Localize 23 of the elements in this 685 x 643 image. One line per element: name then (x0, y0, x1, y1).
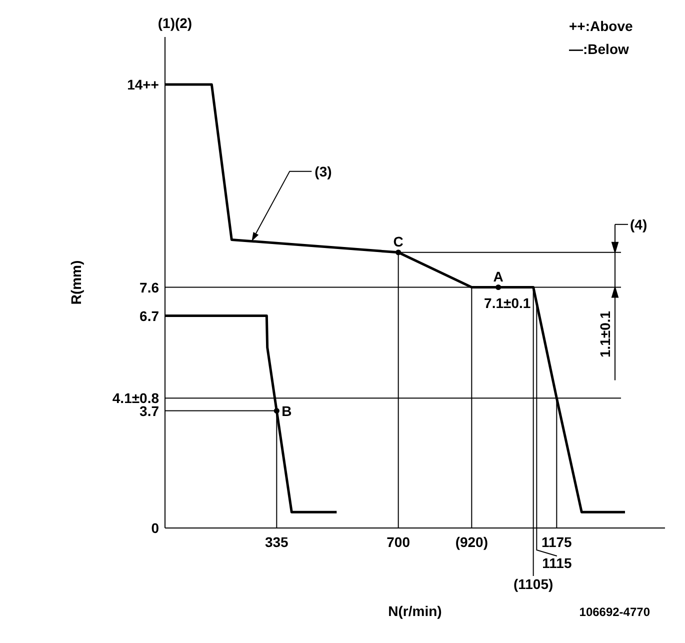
annotation: (4) (630, 216, 648, 232)
annotation: C (393, 233, 404, 250)
annotation: 7.1±0.1 (484, 295, 531, 312)
annotation: (1105) (513, 576, 554, 592)
x-tick-label: 700 (386, 534, 410, 550)
annotation: 1.1±0.1 (597, 310, 613, 358)
annotation: (3) (314, 163, 332, 180)
annotation: B (282, 402, 292, 419)
x-tick-label: 335 (264, 534, 289, 550)
annotation: —:Below (569, 41, 629, 57)
y-axis-title: R(mm) (68, 260, 84, 305)
y-tick-label: 0 (151, 520, 160, 536)
x-tick-label: 1175 (541, 534, 572, 550)
text: (1)(2) (158, 15, 192, 31)
y-tick-label: 14++ (127, 76, 159, 93)
annotation: A (493, 268, 504, 284)
annotation: 1115 (542, 555, 572, 572)
text: 106692-4770 (579, 605, 650, 619)
y-tick-label: 7.6 (140, 279, 160, 296)
y-tick-label: 6.7 (140, 308, 160, 324)
x-axis-title: N(r/min) (388, 603, 442, 619)
x-tick-label: (920) (455, 534, 488, 550)
text: ++:Above (569, 18, 634, 34)
